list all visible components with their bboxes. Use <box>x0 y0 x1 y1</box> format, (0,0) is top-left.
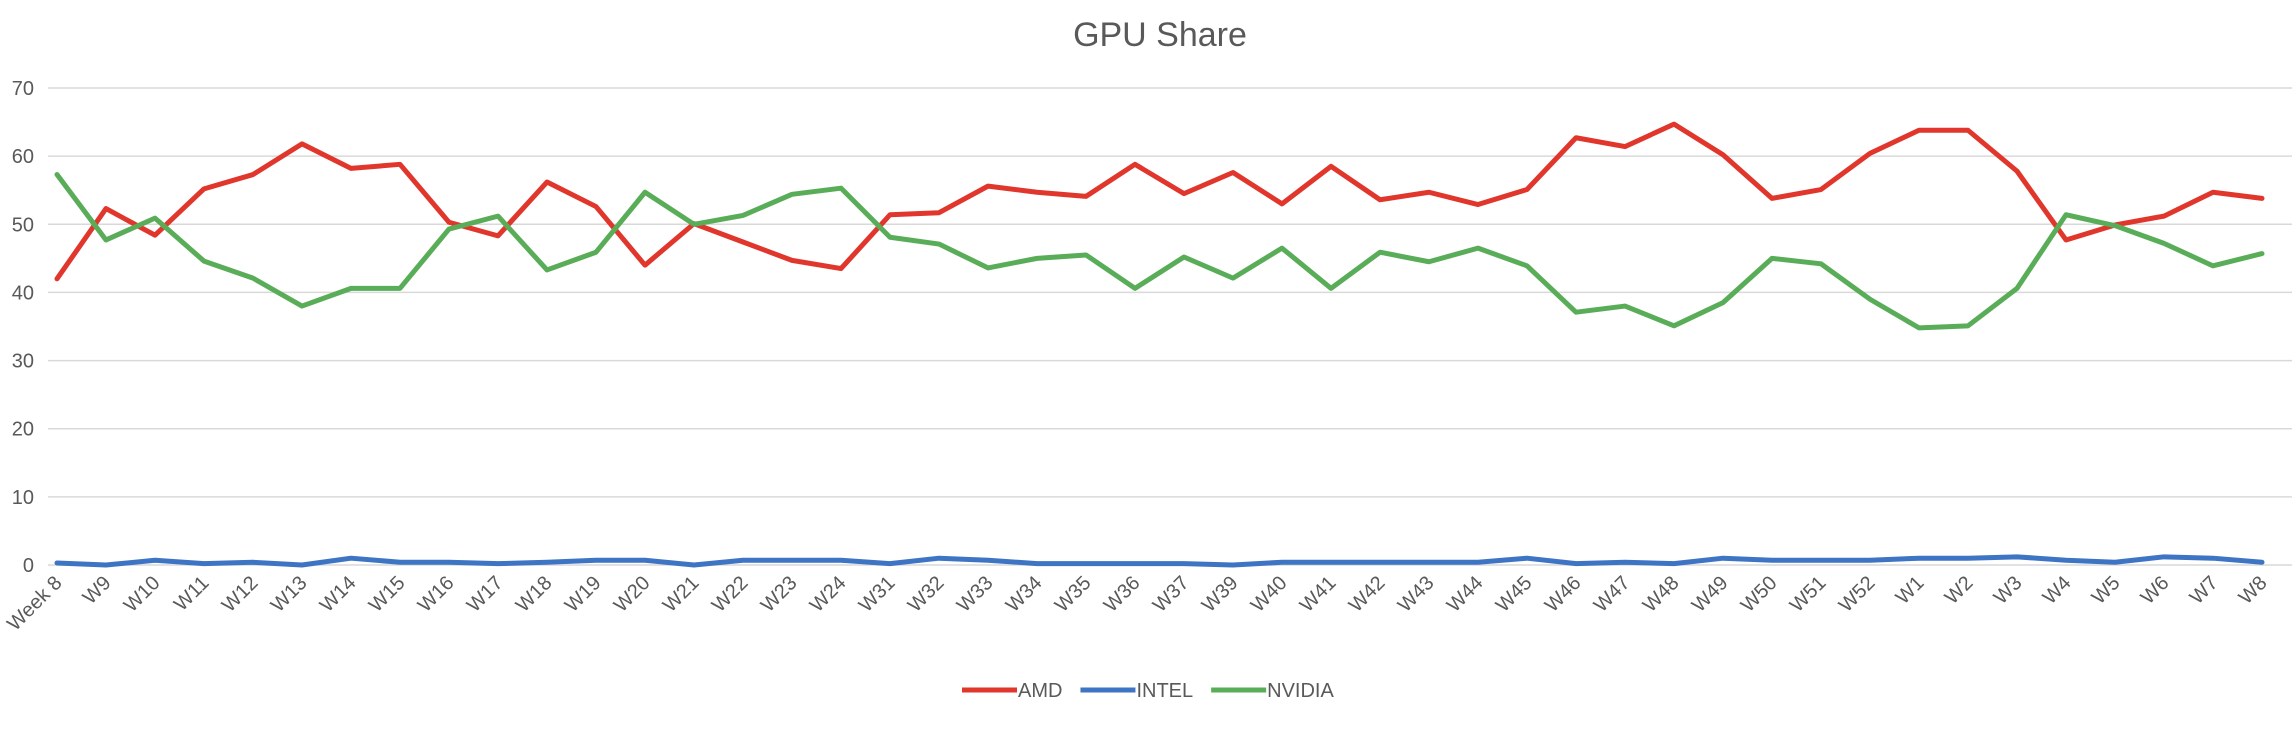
x-tick-label: W4 <box>2039 572 2076 609</box>
y-tick-label: 40 <box>12 282 34 304</box>
x-tick-label: W8 <box>2235 572 2272 609</box>
series-line-amd <box>54 121 2265 282</box>
x-tick-label: W49 <box>1688 572 1733 617</box>
x-tick-label: W2 <box>1941 572 1978 609</box>
x-tick-label: W46 <box>1541 572 1586 617</box>
x-tick-label: W12 <box>218 572 263 617</box>
x-tick-label: Week 8 <box>3 572 66 635</box>
x-tick-label: W32 <box>904 572 949 617</box>
series-lines <box>54 121 2265 568</box>
x-tick-label: W19 <box>561 572 606 617</box>
gridlines <box>48 87 2292 566</box>
legend: AMD INTEL NVIDIA <box>962 680 1334 702</box>
x-axis-ticks: Week 8 W9 W10 W11 W12 W13 W14 W15 W16 W17 W18 W19 W2… <box>3 572 2271 635</box>
x-tick-label: W5 <box>2088 572 2125 609</box>
x-tick-label: W47 <box>1590 572 1635 617</box>
legend-label-nvidia: NVIDIA <box>1267 680 1334 702</box>
y-tick-label: 60 <box>12 146 34 168</box>
series-line-nvidia <box>54 172 2265 331</box>
x-tick-label: W42 <box>1345 572 1390 617</box>
x-tick-label: W34 <box>1002 572 1047 617</box>
x-tick-label: W1 <box>1892 572 1929 609</box>
chart-title: GPU Share <box>1073 16 1247 54</box>
x-tick-label: W6 <box>2137 572 2174 609</box>
x-tick-label: W52 <box>1835 572 1880 617</box>
x-tick-label: W41 <box>1296 572 1341 617</box>
x-tick-label: W35 <box>1051 572 1096 617</box>
y-axis-ticks: 0 10 20 30 40 50 60 70 <box>12 78 34 577</box>
x-tick-label: W16 <box>414 572 459 617</box>
x-tick-label: W43 <box>1394 572 1439 617</box>
x-tick-label: W7 <box>2186 572 2223 609</box>
x-tick-label: W9 <box>79 572 116 609</box>
y-tick-label: 20 <box>12 419 34 441</box>
y-tick-label: 70 <box>12 78 34 100</box>
x-tick-label: W39 <box>1198 572 1243 617</box>
y-tick-label: 0 <box>23 555 34 577</box>
x-tick-label: W17 <box>463 572 508 617</box>
x-tick-label: W37 <box>1149 572 1194 617</box>
x-tick-label: W15 <box>365 572 410 617</box>
x-tick-label: W44 <box>1443 572 1488 617</box>
x-tick-label: W13 <box>267 572 312 617</box>
x-tick-label: W18 <box>512 572 557 617</box>
x-tick-label: W51 <box>1786 572 1831 617</box>
x-tick-label: W22 <box>708 572 753 617</box>
legend-label-intel: INTEL <box>1136 680 1193 702</box>
legend-label-amd: AMD <box>1018 680 1062 702</box>
x-tick-label: W20 <box>610 572 655 617</box>
x-tick-label: W40 <box>1247 572 1292 617</box>
x-tick-label: W14 <box>316 572 361 617</box>
x-tick-label: W24 <box>806 572 851 617</box>
y-tick-label: 10 <box>12 487 34 509</box>
x-tick-label: W33 <box>953 572 998 617</box>
x-tick-label: W36 <box>1100 572 1145 617</box>
y-tick-label: 50 <box>12 214 34 236</box>
x-tick-label: W48 <box>1639 572 1684 617</box>
x-tick-label: W10 <box>120 572 165 617</box>
x-tick-label: W31 <box>855 572 900 617</box>
x-tick-label: W11 <box>170 572 214 616</box>
series-line-intel <box>54 554 2265 568</box>
x-tick-label: W50 <box>1737 572 1782 617</box>
x-tick-label: W3 <box>1990 572 2027 609</box>
x-tick-label: W21 <box>659 572 704 617</box>
y-tick-label: 30 <box>12 351 34 373</box>
x-tick-label: W23 <box>757 572 802 617</box>
x-tick-label: W45 <box>1492 572 1537 617</box>
